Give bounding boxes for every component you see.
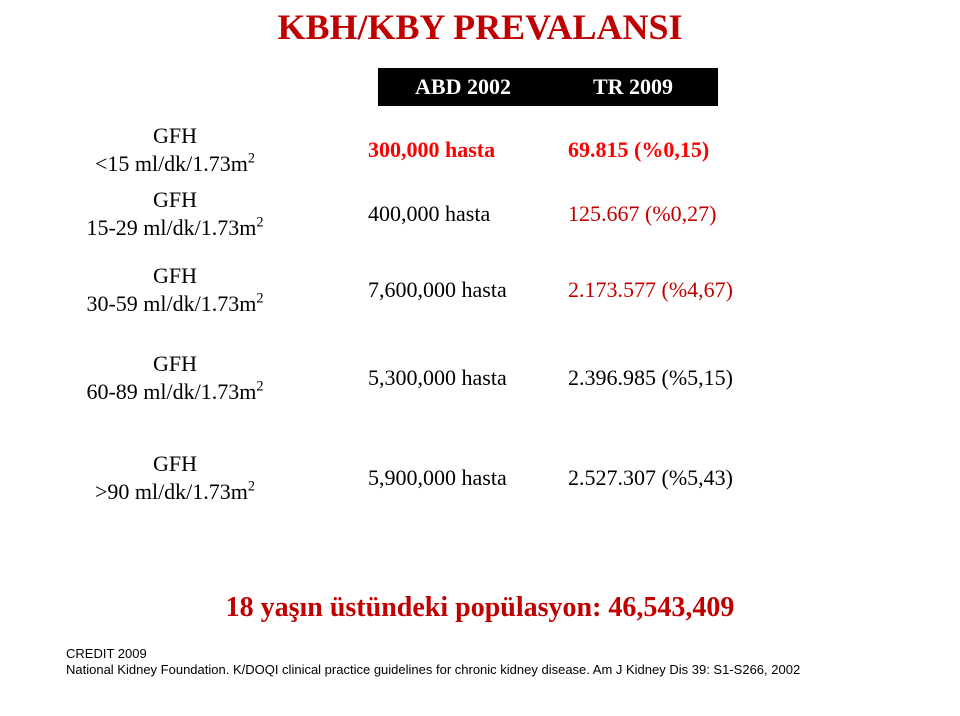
gfh-label-3: GFH 60-89 ml/dk/1.73m2 [32, 348, 318, 407]
tr-value: 125.667 (%0,27) [568, 201, 716, 227]
header-abd: ABD 2002 [378, 68, 548, 106]
tr-value: 2.396.985 (%5,15) [568, 365, 733, 391]
data-row-0: 300,000 hasta69.815 (%0,15) [338, 131, 908, 169]
header-tr: TR 2009 [548, 68, 718, 106]
gfh-line1: GFH [153, 263, 197, 288]
gfh-line1: GFH [153, 351, 197, 376]
abd-value: 7,600,000 hasta [368, 277, 568, 303]
tr-value: 2.173.577 (%4,67) [568, 277, 733, 303]
gfh-label-4: GFH >90 ml/dk/1.73m2 [32, 448, 318, 507]
population-line: 18 yaşın üstündeki popülasyon: 46,543,40… [0, 592, 960, 624]
tr-value: 69.815 (%0,15) [568, 137, 709, 163]
data-row-4: 5,900,000 hasta2.527.307 (%5,43) [338, 459, 908, 497]
gfh-label-1: GFH 15-29 ml/dk/1.73m2 [32, 184, 318, 243]
gfh-line1: GFH [153, 451, 197, 476]
abd-value: 400,000 hasta [368, 201, 568, 227]
gfh-line2: 15-29 ml/dk/1.73m2 [86, 215, 263, 240]
gfh-line2: >90 ml/dk/1.73m2 [95, 479, 255, 504]
gfh-line1: GFH [153, 187, 197, 212]
citation-2: National Kidney Foundation. K/DOQI clini… [66, 662, 800, 677]
data-row-2: 7,600,000 hasta2.173.577 (%4,67) [338, 271, 908, 309]
tr-value: 2.527.307 (%5,43) [568, 465, 733, 491]
gfh-line2: 60-89 ml/dk/1.73m2 [86, 379, 263, 404]
data-row-1: 400,000 hasta125.667 (%0,27) [338, 195, 908, 233]
abd-value: 5,900,000 hasta [368, 465, 568, 491]
gfh-line2: <15 ml/dk/1.73m2 [95, 151, 255, 176]
gfh-label-0: GFH <15 ml/dk/1.73m2 [32, 120, 318, 179]
gfh-line2: 30-59 ml/dk/1.73m2 [86, 291, 263, 316]
gfh-line1: GFH [153, 123, 197, 148]
data-row-3: 5,300,000 hasta2.396.985 (%5,15) [338, 359, 908, 397]
gfh-label-2: GFH 30-59 ml/dk/1.73m2 [32, 260, 318, 319]
abd-value: 300,000 hasta [368, 137, 568, 163]
abd-value: 5,300,000 hasta [368, 365, 568, 391]
citation-1: CREDIT 2009 [66, 646, 147, 661]
slide-title: KBH/KBY PREVALANSI [0, 6, 960, 48]
